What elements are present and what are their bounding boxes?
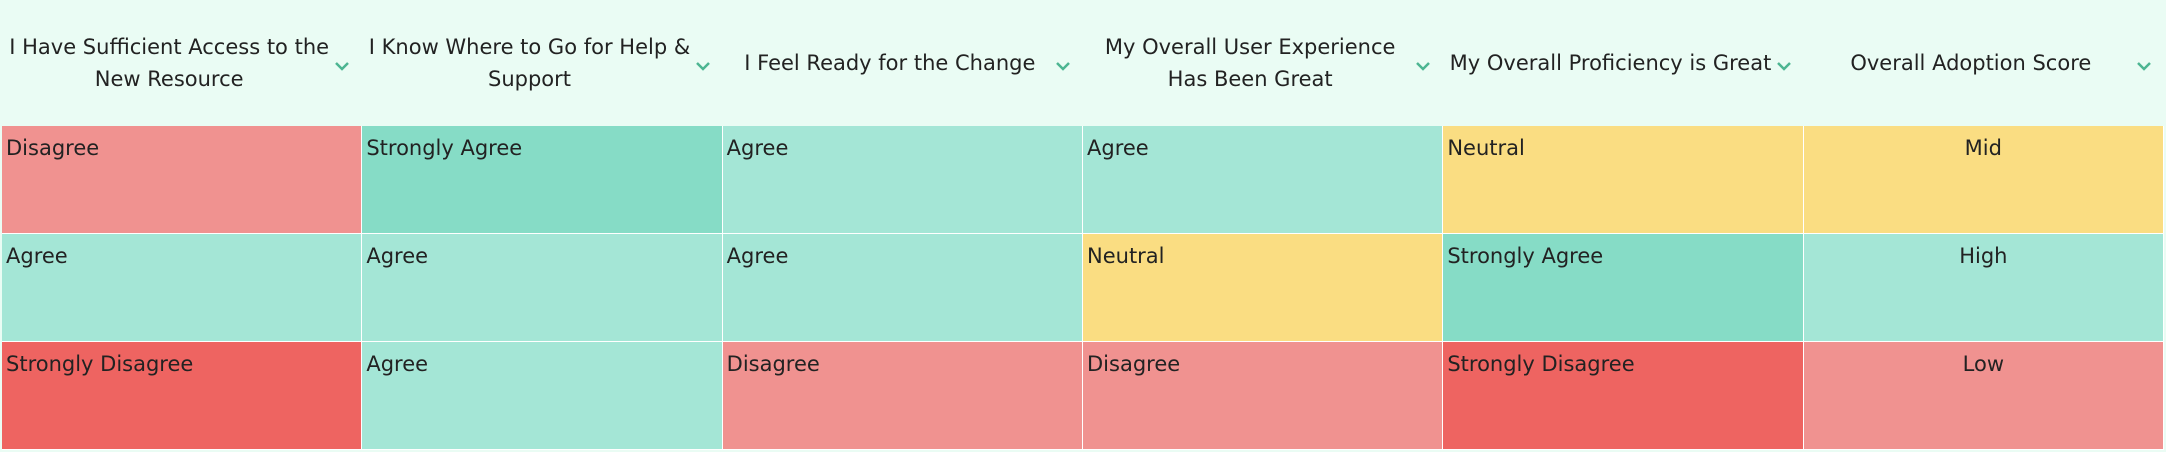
table-cell: Agree (722, 126, 1083, 234)
column-header[interactable]: I Have Sufficient Access to the New Reso… (2, 0, 362, 126)
column-title: My Overall User Experience Has Been Grea… (1104, 35, 1396, 91)
sort-chevron[interactable] (1415, 61, 1431, 71)
sort-chevron[interactable] (695, 61, 711, 71)
table-cell: Disagree (2, 126, 363, 234)
table-cell: Strongly Agree (362, 126, 723, 234)
table-cell: Strongly Agree (1443, 234, 1804, 342)
sort-chevron[interactable] (334, 61, 350, 71)
column-header[interactable]: I Feel Ready for the Change (723, 0, 1083, 126)
column-header[interactable]: I Know Where to Go for Help & Support (362, 0, 722, 126)
column-header[interactable]: My Overall Proficiency is Great (1443, 0, 1803, 126)
chevron-icon (2137, 62, 2151, 71)
table-cell: Agree (1083, 126, 1444, 234)
column-title: My Overall Proficiency is Great (1449, 51, 1772, 75)
table-cell: Strongly Disagree (1443, 342, 1804, 450)
column-title: I Feel Ready for the Change (744, 51, 1036, 75)
column-title: I Have Sufficient Access to the New Reso… (9, 35, 330, 91)
table-cell: Agree (362, 234, 723, 342)
table-cell: Agree (2, 234, 363, 342)
column-header[interactable]: My Overall User Experience Has Been Grea… (1083, 0, 1443, 126)
column-header[interactable]: Overall Adoption Score (1804, 0, 2164, 126)
table-cell: Disagree (722, 342, 1083, 450)
column-title: I Know Where to Go for Help & Support (368, 35, 691, 91)
sort-chevron[interactable] (2136, 61, 2152, 71)
chevron-icon (335, 62, 350, 71)
table-cell: Mid (1803, 126, 2164, 234)
table-cell: Agree (722, 234, 1083, 342)
table-cell: Low (1803, 342, 2164, 450)
sort-chevron[interactable] (1776, 61, 1792, 71)
chevron-icon (695, 62, 710, 71)
chevron-icon (1776, 62, 1791, 71)
table-cell: Disagree (1083, 342, 1444, 450)
table-cell: Neutral (1443, 126, 1804, 234)
table-cell: High (1803, 234, 2164, 342)
column-title: Overall Adoption Score (1850, 51, 2092, 75)
table-cell: Agree (362, 342, 723, 450)
table-cell: Strongly Disagree (2, 342, 363, 450)
chevron-icon (1416, 62, 1431, 71)
table-cell: Neutral (1083, 234, 1444, 342)
sort-chevron[interactable] (1055, 61, 1071, 71)
chevron-icon (1056, 62, 1070, 71)
